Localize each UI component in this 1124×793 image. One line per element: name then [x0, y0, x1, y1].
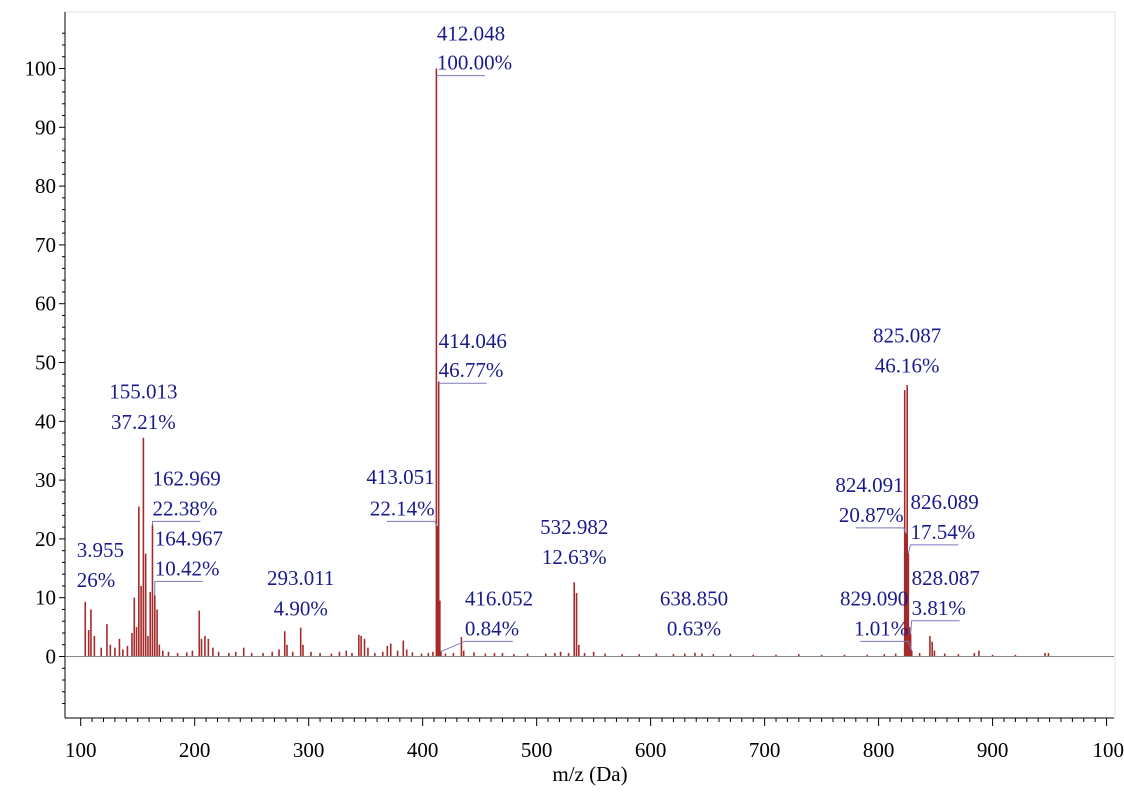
- x-tick-label: 600: [635, 738, 667, 762]
- x-tick-label: 100: [65, 738, 97, 762]
- peak-label-leader: [440, 640, 513, 653]
- peak-label-leader: [154, 580, 203, 596]
- peak-label-mz: 155.013: [109, 379, 177, 403]
- peak-label-mz: 826.089: [911, 490, 979, 514]
- peaks-layer: [84, 68, 1050, 657]
- x-tick-label: 400: [407, 738, 439, 762]
- peak-label-mz: 3.955: [77, 538, 124, 562]
- x-tick-label: 800: [863, 738, 895, 762]
- peak-label-mz: 293.011: [267, 566, 334, 590]
- peak-label-percent: 100.00%: [437, 51, 512, 75]
- y-tick-label: 50: [35, 351, 56, 375]
- peak-label-percent: 4.90%: [274, 596, 328, 620]
- x-axis-title: m/z (Da): [552, 762, 627, 786]
- x-tick-label: 100: [1093, 738, 1124, 762]
- peak-label-leader: [907, 544, 959, 554]
- peak-label-mz: 413.051: [366, 465, 434, 489]
- peak-label-mz: 824.091: [835, 473, 903, 497]
- peak-label-percent: 37.21%: [111, 410, 176, 434]
- y-tick-label: 80: [35, 174, 56, 198]
- y-tick-label: 60: [35, 292, 56, 316]
- peak-label-percent: 26%: [77, 568, 116, 592]
- peak-label-percent: 0.84%: [465, 616, 519, 640]
- peak-labels-layer: 412.048 100.00% 414.046 46.77% 155.013 37.21%…: [77, 21, 980, 653]
- peak-label-mz: 162.969: [153, 466, 221, 490]
- peak-label-mz: 532.982: [540, 515, 608, 539]
- peak-label-leader: [855, 527, 907, 534]
- peak-label-leader: [860, 640, 913, 651]
- peak-label-percent: 22.14%: [370, 496, 435, 520]
- x-tick-label: 700: [749, 738, 781, 762]
- x-tick-label: 300: [293, 738, 325, 762]
- peak-label-leader: [151, 520, 201, 525]
- peak-label-percent: 12.63%: [542, 545, 607, 569]
- peak-label-percent: 17.54%: [911, 520, 976, 544]
- peak-label-mz: 638.850: [660, 586, 728, 610]
- peak-label-mz: 829.090: [840, 586, 908, 610]
- peak-label-percent: 46.77%: [439, 358, 504, 382]
- axes-layer: 0 10 20 30 40 50 60 70 80 90 100 100 200 300 400 500 600…: [25, 12, 1124, 762]
- y-tick-label: 90: [35, 115, 56, 139]
- x-tick-label: 500: [521, 738, 553, 762]
- peak-label-percent: 46.16%: [875, 353, 940, 377]
- peak-label-percent: 10.42%: [155, 556, 220, 580]
- peak-label-percent: 20.87%: [839, 503, 904, 527]
- x-tick-label: 200: [179, 738, 211, 762]
- peak-label-leader: [386, 520, 438, 527]
- peak-label-mz: 414.046: [439, 329, 507, 353]
- peak-label-mz: 416.052: [465, 586, 533, 610]
- y-tick-label: 40: [35, 409, 56, 433]
- peak-label-mz: 412.048: [437, 21, 505, 45]
- plot-frame: [64, 11, 1116, 719]
- y-tick-label: 100: [25, 57, 57, 81]
- peak-label-percent: 22.38%: [153, 496, 218, 520]
- peak-label-percent: 0.63%: [667, 616, 721, 640]
- peak-label-leader: [910, 620, 960, 635]
- y-tick-label: 10: [35, 586, 56, 610]
- peak-label-mz: 828.087: [912, 566, 980, 590]
- y-tick-label: 0: [46, 645, 57, 669]
- y-tick-label: 70: [35, 233, 56, 257]
- peak-label-mz: 164.967: [155, 526, 223, 550]
- x-tick-label: 900: [977, 738, 1009, 762]
- y-tick-label: 20: [35, 527, 56, 551]
- peak-label-mz: 825.087: [873, 324, 941, 348]
- peak-label-percent: 3.81%: [912, 596, 966, 620]
- y-tick-label: 30: [35, 468, 56, 492]
- peak-label-percent: 1.01%: [854, 616, 908, 640]
